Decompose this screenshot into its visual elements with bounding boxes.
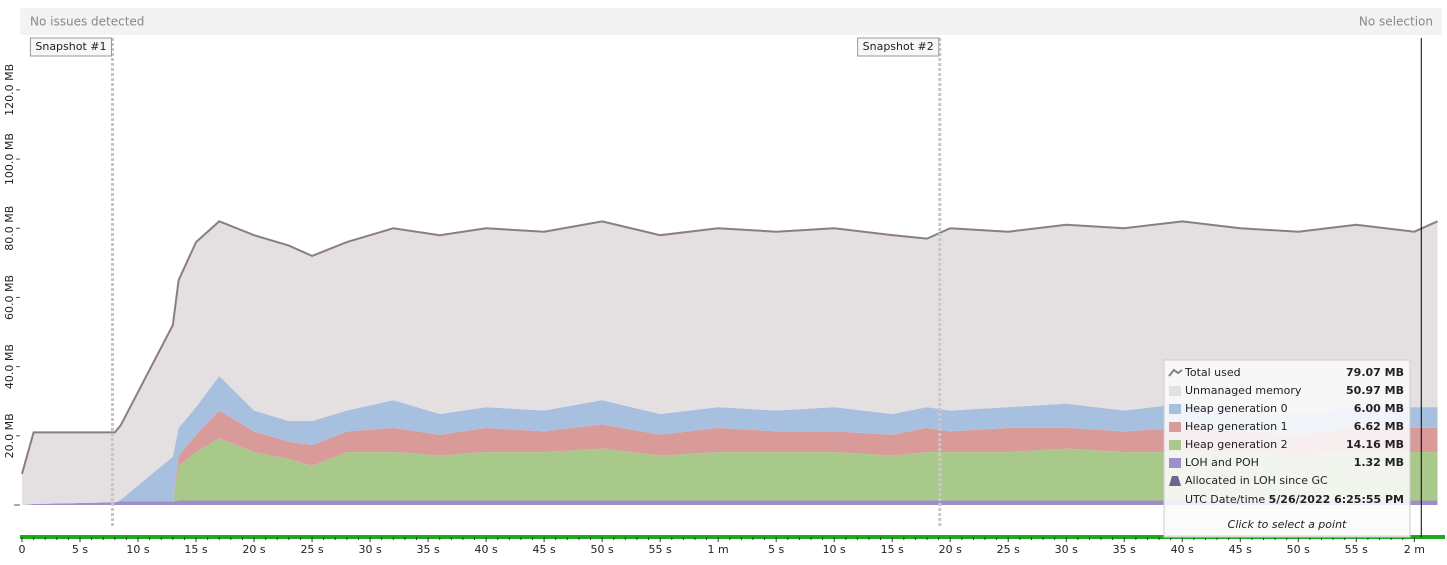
legend-name: Allocated in LOH since GC: [1185, 474, 1328, 487]
area-band: [22, 438, 1438, 505]
y-tick-label: 20.0 MB: [3, 413, 16, 458]
x-tick-label: 50 s: [591, 543, 614, 556]
snapshot-label: Snapshot #2: [863, 40, 934, 53]
legend-value: 1.32 MB: [1354, 456, 1404, 469]
x-tick-label: 30 s: [358, 543, 381, 556]
legend-value: 79.07 MB: [1346, 366, 1404, 379]
x-tick-label: 10 s: [823, 543, 846, 556]
legend-name: Heap generation 2: [1185, 438, 1288, 451]
legend-name: Total used: [1184, 366, 1241, 379]
legend-swatch: [1169, 386, 1181, 396]
readout-hint: Click to select a point: [1228, 518, 1347, 531]
legend-swatch: [1169, 440, 1181, 450]
y-tick-label: 100.0 MB: [3, 133, 16, 185]
x-tick-label: 55 s: [1345, 543, 1368, 556]
legend-value: 14.16 MB: [1346, 438, 1404, 451]
legend-value: 6.62 MB: [1354, 420, 1404, 433]
readout-bg: [1163, 359, 1411, 538]
x-tick-label: 10 s: [126, 543, 149, 556]
x-tick-label: 0: [19, 543, 26, 556]
x-tick-label: 40 s: [1171, 543, 1194, 556]
legend-swatch: [1169, 422, 1181, 432]
selection-text: No selection: [1359, 15, 1433, 29]
legend-value: 6.00 MB: [1354, 402, 1404, 415]
total-line: [21, 220, 1438, 475]
readout-panel: Total used 79.07 MB Unmanaged memory 50.97 …: [1163, 359, 1411, 538]
x-tick-label: 35 s: [1113, 543, 1136, 556]
area-band: [22, 500, 1438, 505]
x-tick-label: 1 m: [708, 543, 729, 556]
legend-swatch: [1169, 404, 1181, 414]
y-tick-label: 40.0 MB: [3, 344, 16, 389]
x-tick-label: 25 s: [997, 543, 1020, 556]
x-tick-label: 2 m: [1404, 543, 1425, 556]
x-tick-label: 25 s: [300, 543, 323, 556]
legend-name: Heap generation 1: [1185, 420, 1288, 433]
x-tick-label: 15 s: [184, 543, 207, 556]
legend-name: Heap generation 0: [1185, 402, 1288, 415]
x-tick-label: 5 s: [72, 543, 88, 556]
date-value: 5/26/2022 6:25:55 PM: [1269, 493, 1404, 506]
y-tick-label: 60.0 MB: [3, 275, 16, 320]
legend-swatch: [1168, 368, 1183, 377]
x-tick-label: 20 s: [939, 543, 962, 556]
x-tick-label: 45 s: [1229, 543, 1252, 556]
x-tick-label: 5 s: [768, 543, 784, 556]
y-tick-label: 120.0 MB: [3, 64, 16, 116]
legend-value: 50.97 MB: [1346, 384, 1404, 397]
legend-name: LOH and POH: [1185, 456, 1259, 469]
snapshot-box: [857, 37, 940, 57]
x-tick-label: 20 s: [242, 543, 265, 556]
snapshot-box: [29, 37, 113, 57]
date-label: UTC Date/time: [1185, 493, 1265, 506]
legend-swatch: [1169, 458, 1181, 468]
legend-name: Unmanaged memory: [1185, 384, 1302, 397]
area-band: [22, 221, 1438, 505]
area-band: [22, 410, 1438, 505]
x-tick-label: 45 s: [533, 543, 556, 556]
x-tick-label: 15 s: [881, 543, 904, 556]
area-band: [22, 375, 1438, 505]
x-tick-label: 40 s: [474, 543, 497, 556]
y-tick-label: 80.0 MB: [3, 206, 16, 251]
status-text: No issues detected: [30, 15, 144, 29]
legend-swatch: [1169, 476, 1181, 486]
x-tick-label: 50 s: [1287, 543, 1310, 556]
snapshot-label: Snapshot #1: [35, 40, 106, 53]
x-tick-label: 35 s: [416, 543, 439, 556]
x-tick-label: 30 s: [1055, 543, 1078, 556]
x-tick-label: 55 s: [649, 543, 672, 556]
status-bar: [20, 8, 1442, 35]
